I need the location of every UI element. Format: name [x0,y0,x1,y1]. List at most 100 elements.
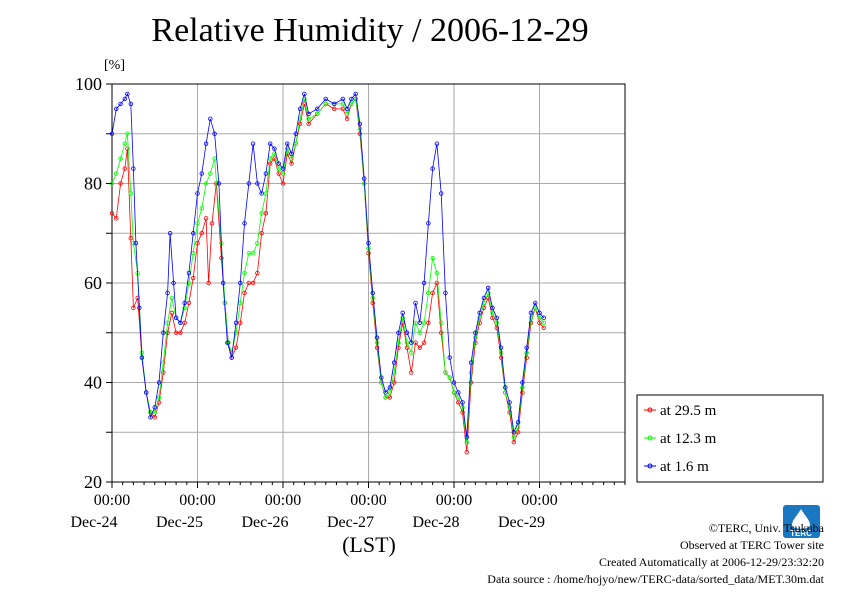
legend-entry: at 29.5 m [644,403,717,419]
data-point [464,449,470,455]
data-point [131,240,136,246]
data-point [468,360,474,365]
data-point [349,96,354,102]
data-source-credit: Data source : /home/hojyo/new/TERC-data/… [487,572,824,586]
data-point [447,355,452,360]
data-point [297,106,303,112]
series-line [111,97,545,443]
data-point [167,231,173,236]
data-point [122,141,128,146]
data-point [503,385,508,390]
data-point [297,121,303,126]
data-point [434,270,440,276]
data-point [511,430,517,435]
data-point [233,330,239,335]
data-point [272,156,277,161]
data-point [396,330,401,335]
data-point [456,390,461,395]
data-point [152,415,157,420]
x-tick-day-label: Dec-28 [412,514,459,531]
data-point [426,290,431,296]
data-point [229,355,234,360]
data-point [191,275,196,281]
data-point [125,91,130,97]
data-point [263,171,269,176]
data-point [306,111,311,117]
data-point [306,116,311,122]
data-point [238,320,243,325]
data-point [430,166,435,171]
data-point [524,345,529,350]
data-point [289,156,294,161]
data-point [404,330,410,335]
data-point [477,315,482,321]
y-axis-label: [%] [104,58,125,73]
data-point [285,141,290,146]
data-point [438,320,444,325]
data-point [430,290,435,296]
data-point [131,166,136,171]
data-point [417,345,422,350]
legend-swatch-marker [647,463,653,469]
data-point [165,330,170,335]
series-line [111,97,545,453]
data-point [417,330,422,335]
data-point [135,295,140,301]
data-point [494,315,499,321]
data-point [366,240,371,246]
data-point [272,146,277,151]
data-point [511,435,517,440]
data-point [374,335,380,340]
data-point [421,280,427,286]
data-point [165,290,170,296]
data-point [344,111,350,117]
data-point [118,181,123,186]
data-point [520,380,525,385]
data-point [255,181,260,186]
legend-swatch-marker [647,435,653,441]
x-axis-label: (LST) [342,532,396,557]
data-point [114,171,119,176]
data-point [114,106,119,112]
data-point [128,101,134,107]
data-point [199,231,204,236]
data-point [161,370,166,375]
chart-title: Relative Humidity / 2006-12-29 [151,12,589,49]
data-point [323,96,328,102]
data-point [131,305,136,311]
data-point [306,121,311,126]
y-tick-label: 100 [75,74,102,94]
data-point [537,310,542,316]
data-point [212,131,217,136]
data-point [370,290,375,296]
data-point [357,121,363,126]
data-point [148,415,153,420]
data-point [541,325,546,330]
axes: 20 40 60 80 100 00:00 Dec-24 00:00 Dec-25 00:00 De… [70,74,626,531]
legend-entry: at 1.6 m [644,459,709,475]
data-point [417,320,422,325]
data-point [451,390,457,395]
data-point [263,211,269,216]
data-point [481,295,487,301]
data-point [220,280,226,286]
data-point [528,310,534,316]
data-point [413,340,418,345]
data-point [353,96,358,102]
data-point [233,345,239,350]
data-point [289,151,294,156]
data-point [280,171,286,176]
data-point [340,96,346,102]
data-point [114,216,119,221]
data-point [139,355,145,360]
data-point [128,236,134,241]
data-point [541,320,546,325]
x-tick-day-label: Dec-27 [327,514,374,531]
data-point [391,360,397,365]
data-point [233,320,239,325]
x-tick-time-label: 00:00 [350,492,386,509]
series-3 [109,91,546,440]
x-tick-day-label: Dec-29 [498,514,545,531]
legend-box [636,394,824,483]
